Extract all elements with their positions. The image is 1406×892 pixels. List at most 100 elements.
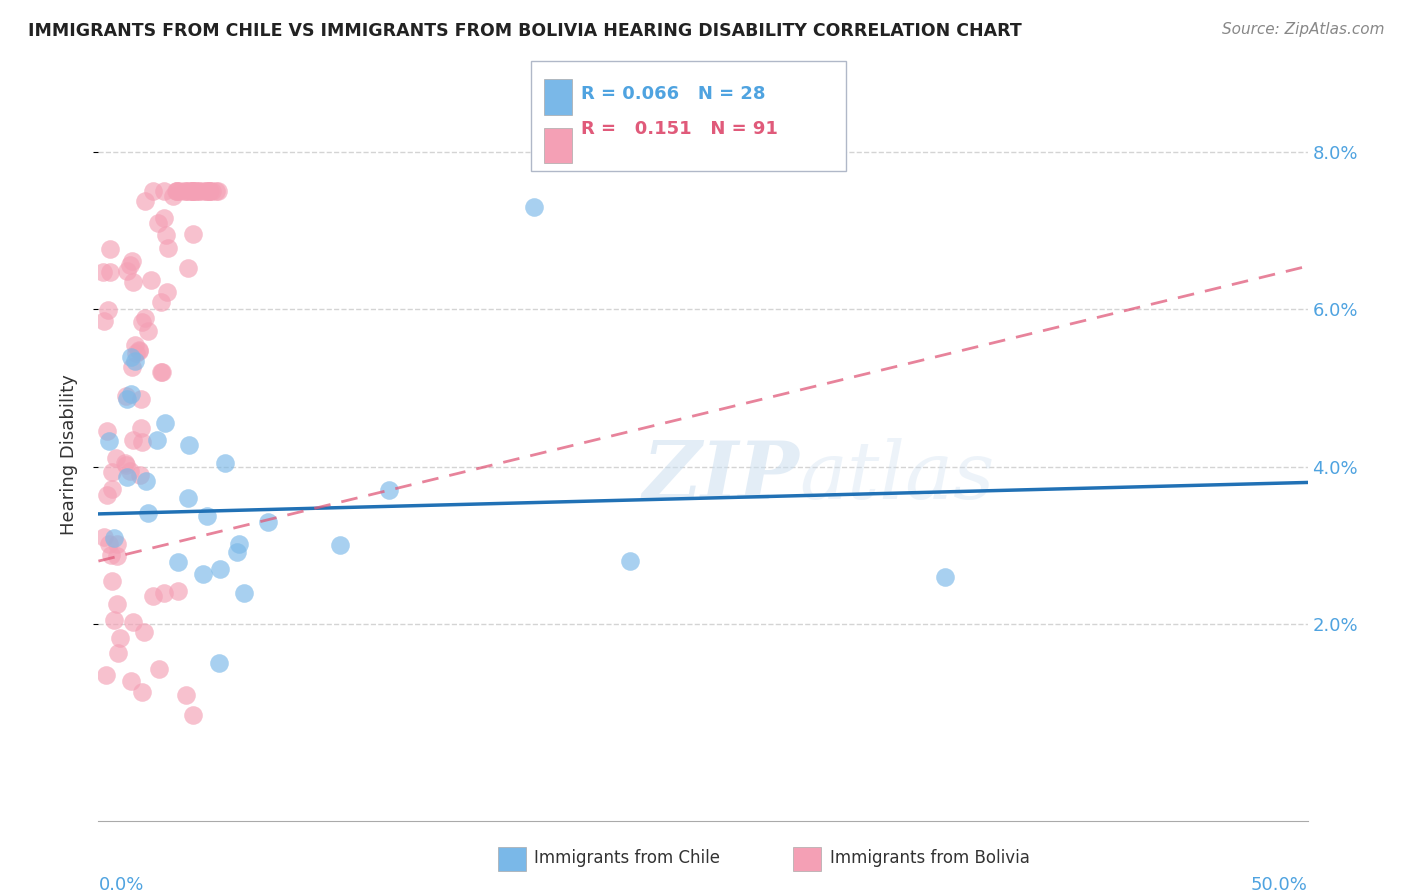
Point <box>153 211 176 225</box>
Point <box>107 537 129 551</box>
Point <box>174 688 197 702</box>
Point <box>100 548 122 562</box>
Point <box>101 482 124 496</box>
Point <box>129 392 152 407</box>
Point <box>128 343 150 358</box>
Point <box>167 555 190 569</box>
Text: 0.0%: 0.0% <box>98 876 143 892</box>
Point <box>98 242 121 256</box>
Point <box>146 217 169 231</box>
Point <box>128 467 150 482</box>
Point <box>180 185 202 199</box>
Point <box>181 185 204 199</box>
Point <box>329 538 352 552</box>
Point <box>134 310 156 325</box>
Point <box>181 708 204 723</box>
Point <box>523 200 546 214</box>
Point <box>115 392 138 407</box>
Point <box>186 185 208 199</box>
Text: R = 0.066   N = 28: R = 0.066 N = 28 <box>581 85 765 103</box>
Point <box>108 631 131 645</box>
Point <box>131 435 153 450</box>
Point <box>118 258 141 272</box>
Point <box>134 194 156 208</box>
Point <box>155 227 177 242</box>
Point <box>181 227 204 241</box>
Point <box>177 491 200 506</box>
Point <box>153 585 176 599</box>
Text: ZIP: ZIP <box>643 438 800 516</box>
Point <box>162 189 184 203</box>
Point <box>193 185 215 199</box>
Point <box>120 350 142 364</box>
Point <box>103 531 125 545</box>
Text: Immigrants from Chile: Immigrants from Chile <box>534 849 720 867</box>
Point <box>131 685 153 699</box>
Point <box>115 458 138 473</box>
Point <box>129 420 152 434</box>
Point <box>101 574 124 588</box>
Point <box>149 365 172 379</box>
Point <box>181 185 204 199</box>
Point <box>93 314 115 328</box>
Point <box>207 185 229 199</box>
Text: atlas: atlas <box>800 438 995 516</box>
Point <box>166 583 188 598</box>
Point <box>105 597 128 611</box>
Point <box>121 253 143 268</box>
Point <box>180 185 202 199</box>
Point <box>124 353 146 368</box>
Point <box>200 185 222 199</box>
Point <box>115 470 138 484</box>
Point <box>139 273 162 287</box>
Point <box>152 185 174 199</box>
Point <box>214 456 236 470</box>
Point <box>97 303 120 318</box>
Point <box>136 506 159 520</box>
Point <box>166 185 188 199</box>
Point <box>120 387 142 401</box>
Point <box>197 185 219 199</box>
Point <box>107 646 129 660</box>
Point <box>181 185 204 199</box>
Point <box>174 185 197 199</box>
Point <box>174 185 197 199</box>
Point <box>125 346 148 360</box>
Point <box>120 673 142 688</box>
Point <box>97 434 120 449</box>
Point <box>135 474 157 488</box>
Point <box>934 570 956 584</box>
Point <box>619 554 641 568</box>
Point <box>98 265 121 279</box>
Point <box>188 185 211 199</box>
Point <box>256 515 278 529</box>
Point <box>148 662 170 676</box>
Point <box>101 465 124 479</box>
Point <box>142 185 165 199</box>
Point <box>122 433 145 447</box>
Point <box>122 615 145 629</box>
Text: 50.0%: 50.0% <box>1251 876 1308 892</box>
Point <box>138 324 160 338</box>
Point <box>131 315 153 329</box>
Point <box>204 185 226 199</box>
Point <box>121 360 143 375</box>
Point <box>195 508 218 523</box>
Point <box>93 265 115 279</box>
Point <box>157 241 180 255</box>
Point <box>118 464 141 478</box>
Point <box>124 337 146 351</box>
Point <box>195 185 218 199</box>
Point <box>209 562 232 576</box>
Point <box>232 585 254 599</box>
Point <box>177 438 200 452</box>
Text: R =   0.151   N = 91: R = 0.151 N = 91 <box>581 120 778 138</box>
Point <box>208 657 231 671</box>
Point <box>114 456 136 470</box>
Point <box>149 295 172 310</box>
Text: Immigrants from Bolivia: Immigrants from Bolivia <box>830 849 1029 867</box>
Point <box>97 537 120 551</box>
Point <box>169 185 191 199</box>
Point <box>103 614 125 628</box>
Point <box>187 185 209 199</box>
